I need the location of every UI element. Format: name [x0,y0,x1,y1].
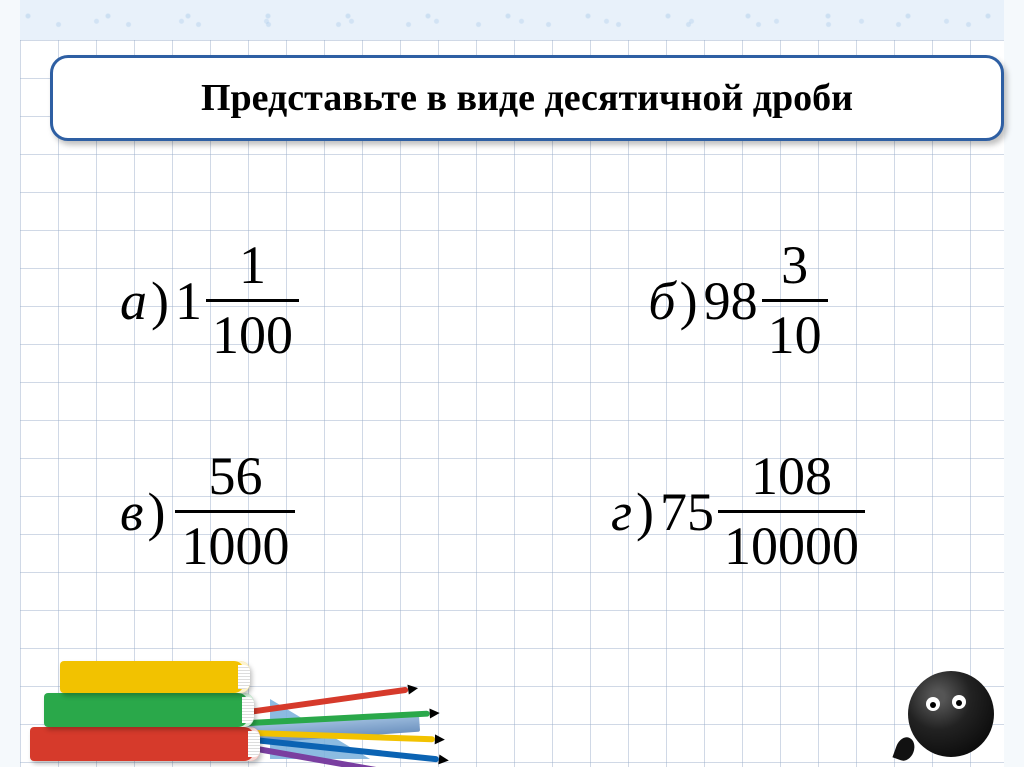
problem-a-fraction: 1 100 [206,236,299,366]
problem-v-fraction: 56 1000 [175,447,295,577]
problem-a-whole: 1 [175,270,202,332]
title-text: Представьте в виде десятичной дроби [201,77,853,119]
problems-grid: а ) 1 1 100 б ) 98 3 10 в ) 56 [120,195,944,617]
problem-g-denominator: 10000 [718,517,865,576]
problem-b-whole: 98 [704,270,758,332]
problem-a-numerator: 1 [233,236,272,295]
problem-a-denominator: 100 [206,306,299,365]
problem-g-label: г [611,481,632,543]
fraction-bar [206,299,299,302]
close-paren: ) [680,270,698,332]
fraction-bar [175,510,295,513]
problem-g-numerator: 108 [745,447,838,506]
problem-g-whole: 75 [660,481,714,543]
problem-v-label: в [120,481,143,543]
problem-b-denominator: 10 [762,306,828,365]
problem-b-numerator: 3 [775,236,814,295]
problem-a-label: а [120,270,147,332]
problem-g-fraction: 108 10000 [718,447,865,577]
problem-v-denominator: 1000 [175,517,295,576]
problem-b: б ) 98 3 10 [648,236,827,366]
close-paren: ) [147,481,165,543]
problem-g: г ) 75 108 10000 [611,447,865,577]
problem-a: а ) 1 1 100 [120,236,532,366]
fraction-bar [718,510,865,513]
problem-v: в ) 56 1000 [120,447,532,577]
problem-b-label: б [648,270,675,332]
problem-v-numerator: 56 [202,447,268,506]
fraction-bar [762,299,828,302]
close-paren: ) [151,270,169,332]
title-box: Представьте в виде десятичной дроби [50,55,1004,141]
close-paren: ) [636,481,654,543]
problem-b-fraction: 3 10 [762,236,828,366]
slide: Представьте в виде десятичной дроби а ) … [0,0,1024,767]
